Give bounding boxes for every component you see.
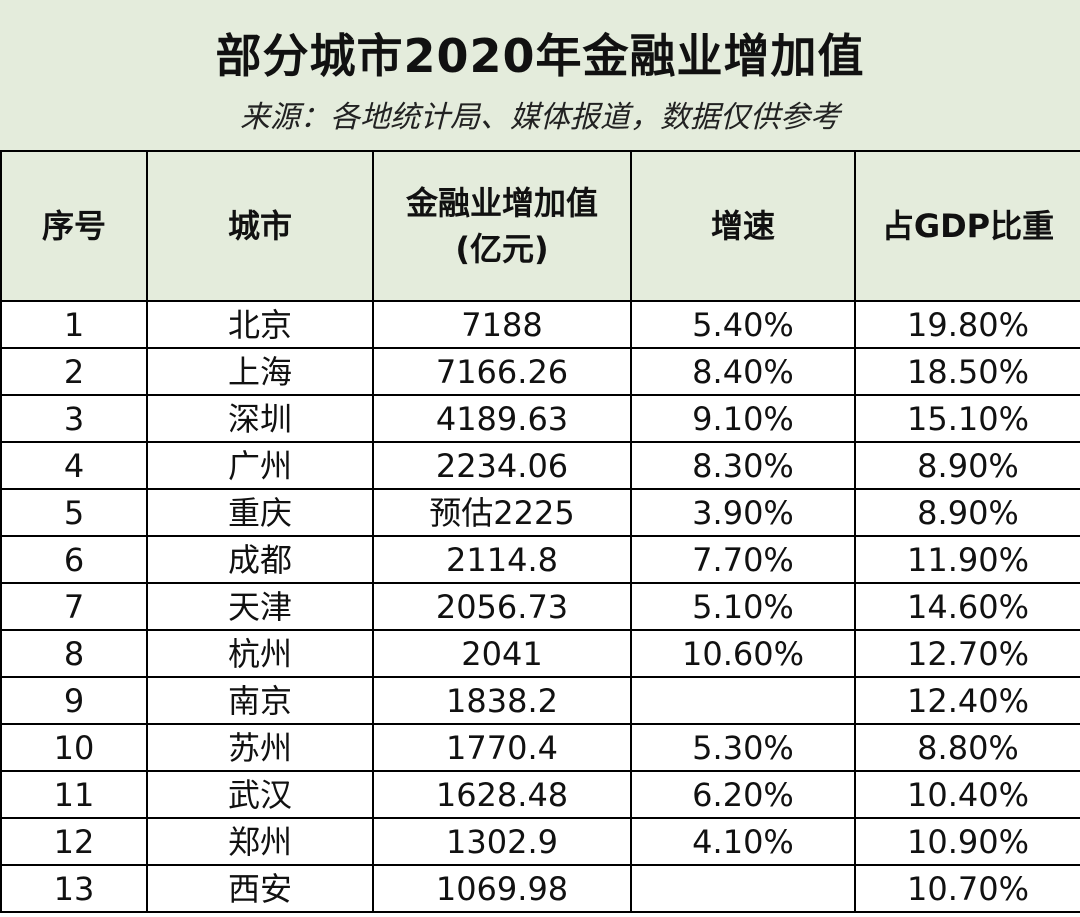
cell-city: 苏州 xyxy=(146,723,374,772)
cell-growth: 9.10% xyxy=(630,394,856,443)
header-index: 序号 xyxy=(0,150,148,302)
cell-city: 郑州 xyxy=(146,817,374,866)
table-row: 5 重庆 预估2225 3.90% 8.90% xyxy=(0,488,1080,537)
cell-city: 上海 xyxy=(146,347,374,396)
cell-city: 西安 xyxy=(146,864,374,913)
cell-share: 8.90% xyxy=(854,441,1080,490)
table-row: 9 南京 1838.2 12.40% xyxy=(0,676,1080,725)
cell-growth: 8.30% xyxy=(630,441,856,490)
data-table: 序号 城市 金融业增加值 (亿元) 增速 占GDP比重 1 北京 7188 5.… xyxy=(0,150,1080,913)
cell-value: 1770.4 xyxy=(372,723,632,772)
cell-index: 7 xyxy=(0,582,148,631)
cell-index: 2 xyxy=(0,347,148,396)
cell-growth xyxy=(630,864,856,913)
cell-city: 北京 xyxy=(146,300,374,349)
cell-share: 10.90% xyxy=(854,817,1080,866)
cell-value: 2041 xyxy=(372,629,632,678)
table-subtitle: 来源：各地统计局、媒体报道，数据仅供参考 xyxy=(240,100,840,135)
table-row: 13 西安 1069.98 10.70% xyxy=(0,864,1080,913)
header-gdp-share: 占GDP比重 xyxy=(854,150,1080,302)
cell-city: 武汉 xyxy=(146,770,374,819)
cell-value: 1838.2 xyxy=(372,676,632,725)
cell-share: 10.40% xyxy=(854,770,1080,819)
cell-city: 重庆 xyxy=(146,488,374,537)
cell-share: 12.40% xyxy=(854,676,1080,725)
cell-growth: 6.20% xyxy=(630,770,856,819)
table-row: 12 郑州 1302.9 4.10% 10.90% xyxy=(0,817,1080,866)
table-row: 6 成都 2114.8 7.70% 11.90% xyxy=(0,535,1080,584)
header-city: 城市 xyxy=(146,150,374,302)
cell-index: 4 xyxy=(0,441,148,490)
cell-growth: 5.10% xyxy=(630,582,856,631)
table-row: 3 深圳 4189.63 9.10% 15.10% xyxy=(0,394,1080,443)
table-row: 10 苏州 1770.4 5.30% 8.80% xyxy=(0,723,1080,772)
cell-city: 成都 xyxy=(146,535,374,584)
cell-share: 19.80% xyxy=(854,300,1080,349)
cell-index: 3 xyxy=(0,394,148,443)
cell-growth: 3.90% xyxy=(630,488,856,537)
table-row: 2 上海 7166.26 8.40% 18.50% xyxy=(0,347,1080,396)
cell-share: 11.90% xyxy=(854,535,1080,584)
title-block: 部分城市2020年金融业增加值 来源：各地统计局、媒体报道，数据仅供参考 xyxy=(0,0,1080,152)
cell-share: 14.60% xyxy=(854,582,1080,631)
cell-index: 8 xyxy=(0,629,148,678)
cell-growth: 5.40% xyxy=(630,300,856,349)
table-row: 7 天津 2056.73 5.10% 14.60% xyxy=(0,582,1080,631)
cell-growth: 7.70% xyxy=(630,535,856,584)
cell-city: 广州 xyxy=(146,441,374,490)
header-value: 金融业增加值 (亿元) xyxy=(372,150,632,302)
cell-share: 18.50% xyxy=(854,347,1080,396)
cell-value: 2056.73 xyxy=(372,582,632,631)
cell-index: 12 xyxy=(0,817,148,866)
header-row: 序号 城市 金融业增加值 (亿元) 增速 占GDP比重 xyxy=(0,150,1080,302)
table-row: 8 杭州 2041 10.60% 12.70% xyxy=(0,629,1080,678)
cell-city: 杭州 xyxy=(146,629,374,678)
cell-index: 13 xyxy=(0,864,148,913)
cell-value: 预估2225 xyxy=(372,488,632,537)
header-value-line1: 金融业增加值 xyxy=(405,184,598,222)
cell-share: 15.10% xyxy=(854,394,1080,443)
cell-share: 8.90% xyxy=(854,488,1080,537)
cell-value: 7188 xyxy=(372,300,632,349)
cell-growth: 4.10% xyxy=(630,817,856,866)
table-title: 部分城市2020年金融业增加值 xyxy=(215,29,865,83)
table-row: 11 武汉 1628.48 6.20% 10.40% xyxy=(0,770,1080,819)
cell-value: 1302.9 xyxy=(372,817,632,866)
cell-city: 深圳 xyxy=(146,394,374,443)
header-growth: 增速 xyxy=(630,150,856,302)
cell-value: 1628.48 xyxy=(372,770,632,819)
cell-index: 6 xyxy=(0,535,148,584)
cell-index: 11 xyxy=(0,770,148,819)
cell-share: 10.70% xyxy=(854,864,1080,913)
cell-value: 2234.06 xyxy=(372,441,632,490)
cell-index: 1 xyxy=(0,300,148,349)
cell-value: 1069.98 xyxy=(372,864,632,913)
cell-growth xyxy=(630,676,856,725)
cell-growth: 10.60% xyxy=(630,629,856,678)
cell-index: 9 xyxy=(0,676,148,725)
cell-index: 10 xyxy=(0,723,148,772)
cell-index: 5 xyxy=(0,488,148,537)
cell-share: 8.80% xyxy=(854,723,1080,772)
cell-value: 2114.8 xyxy=(372,535,632,584)
header-value-line2: (亿元) xyxy=(455,230,549,268)
cell-value: 7166.26 xyxy=(372,347,632,396)
cell-city: 南京 xyxy=(146,676,374,725)
table-row: 1 北京 7188 5.40% 19.80% xyxy=(0,300,1080,349)
cell-growth: 5.30% xyxy=(630,723,856,772)
cell-growth: 8.40% xyxy=(630,347,856,396)
cell-share: 12.70% xyxy=(854,629,1080,678)
cell-value: 4189.63 xyxy=(372,394,632,443)
cell-city: 天津 xyxy=(146,582,374,631)
table-row: 4 广州 2234.06 8.30% 8.90% xyxy=(0,441,1080,490)
